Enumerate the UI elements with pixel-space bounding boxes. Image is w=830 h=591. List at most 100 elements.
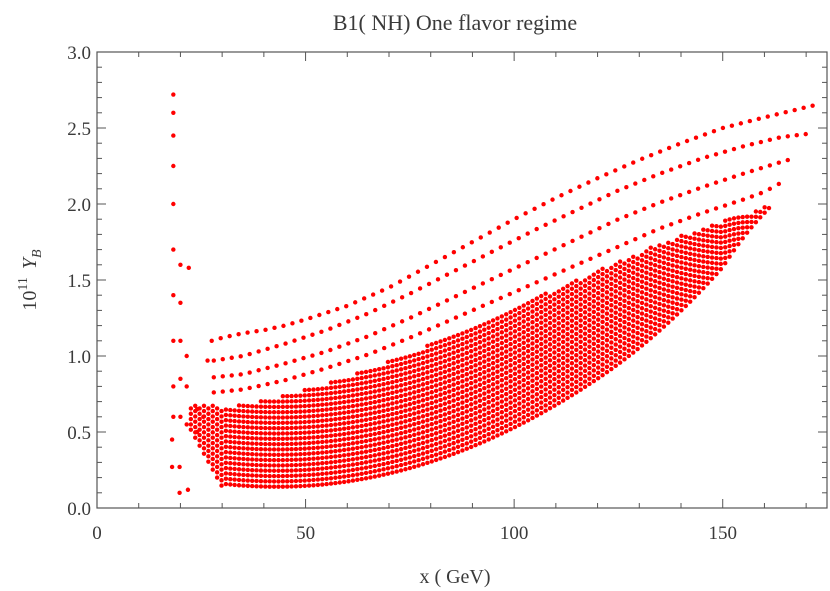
curve-point xyxy=(220,374,225,379)
dense-point xyxy=(201,435,207,440)
dense-point xyxy=(565,390,570,395)
dense-point xyxy=(381,456,386,461)
curve-point xyxy=(675,142,681,147)
dense-point xyxy=(346,399,351,404)
dense-point xyxy=(582,310,588,315)
dense-point xyxy=(372,421,378,426)
dense-point xyxy=(381,376,386,382)
dense-point xyxy=(438,381,443,387)
dense-point xyxy=(578,318,583,323)
dense-point xyxy=(565,358,570,363)
dense-point xyxy=(214,470,220,475)
dense-point xyxy=(193,424,198,430)
dense-point xyxy=(447,399,452,405)
dense-point xyxy=(486,336,491,341)
dense-point xyxy=(403,387,408,392)
dense-point xyxy=(569,297,575,302)
dense-point xyxy=(298,420,303,425)
dense-point xyxy=(258,404,264,409)
curve-point xyxy=(299,318,304,323)
dense-point xyxy=(249,414,255,420)
dense-point xyxy=(460,421,465,427)
curve-point xyxy=(668,196,674,201)
dense-point xyxy=(552,360,557,366)
dense-point xyxy=(201,446,207,451)
dense-point xyxy=(674,285,680,291)
dense-point xyxy=(626,327,632,332)
dense-point xyxy=(644,291,649,297)
dense-point xyxy=(214,448,220,454)
dense-point xyxy=(280,431,286,436)
dense-point xyxy=(617,285,623,291)
curve-point xyxy=(373,330,378,336)
dense-point xyxy=(679,238,684,244)
dense-point xyxy=(381,387,386,392)
dense-point xyxy=(701,264,706,270)
dense-point xyxy=(328,417,334,422)
dense-point xyxy=(534,386,540,392)
dense-point xyxy=(293,441,299,446)
dense-point xyxy=(517,353,522,358)
dense-point xyxy=(512,382,518,387)
dense-point xyxy=(271,415,277,420)
dense-point xyxy=(473,405,478,411)
dense-point xyxy=(648,298,653,304)
dense-point xyxy=(696,263,702,269)
dense-point xyxy=(285,399,290,404)
dense-point xyxy=(631,350,636,355)
dense-point xyxy=(569,371,575,377)
dense-point xyxy=(412,427,417,432)
dense-point xyxy=(447,389,452,394)
dense-point xyxy=(368,443,373,448)
dense-point xyxy=(241,467,246,472)
dense-point xyxy=(617,296,623,301)
dense-point xyxy=(438,456,443,461)
dense-point xyxy=(398,367,404,372)
dense-point xyxy=(311,472,316,477)
dense-point xyxy=(425,364,430,370)
dense-point xyxy=(455,348,461,354)
dense-point xyxy=(333,417,338,422)
dense-point xyxy=(622,346,627,351)
dense-point xyxy=(460,357,465,363)
dense-point xyxy=(223,449,229,455)
dense-point xyxy=(692,231,697,236)
dense-point xyxy=(639,316,645,322)
curve-point xyxy=(281,323,286,329)
dense-point xyxy=(731,216,737,221)
dense-point xyxy=(631,307,636,313)
dense-point xyxy=(635,288,640,293)
dense-point xyxy=(390,395,395,401)
dense-point xyxy=(617,301,623,307)
curve-point xyxy=(525,284,530,289)
dense-point xyxy=(705,233,710,238)
curve-point xyxy=(265,381,270,387)
dense-point xyxy=(267,425,272,431)
dense-point xyxy=(442,428,448,433)
curve-point xyxy=(785,157,790,163)
y-axis-label-subscript: B xyxy=(30,249,45,258)
dense-point xyxy=(582,336,588,342)
dense-point xyxy=(276,452,281,457)
curve-point xyxy=(326,309,331,315)
dense-point xyxy=(236,456,242,461)
dense-point xyxy=(534,413,540,418)
dense-point xyxy=(324,423,329,428)
dense-point xyxy=(617,280,623,286)
dense-point xyxy=(442,337,448,343)
dense-point xyxy=(556,353,561,358)
dense-point xyxy=(534,338,540,344)
dense-point xyxy=(631,259,636,265)
dense-point xyxy=(539,293,544,299)
dense-point xyxy=(390,406,395,411)
curve-point xyxy=(220,356,225,362)
curve-point xyxy=(462,263,468,268)
dense-point xyxy=(210,419,215,424)
dense-point xyxy=(442,438,448,444)
dense-point xyxy=(578,376,583,382)
dense-point xyxy=(468,412,474,418)
curve-point xyxy=(740,144,746,149)
curve-point xyxy=(274,363,279,368)
dense-point xyxy=(556,294,561,299)
spike-point xyxy=(178,414,183,419)
